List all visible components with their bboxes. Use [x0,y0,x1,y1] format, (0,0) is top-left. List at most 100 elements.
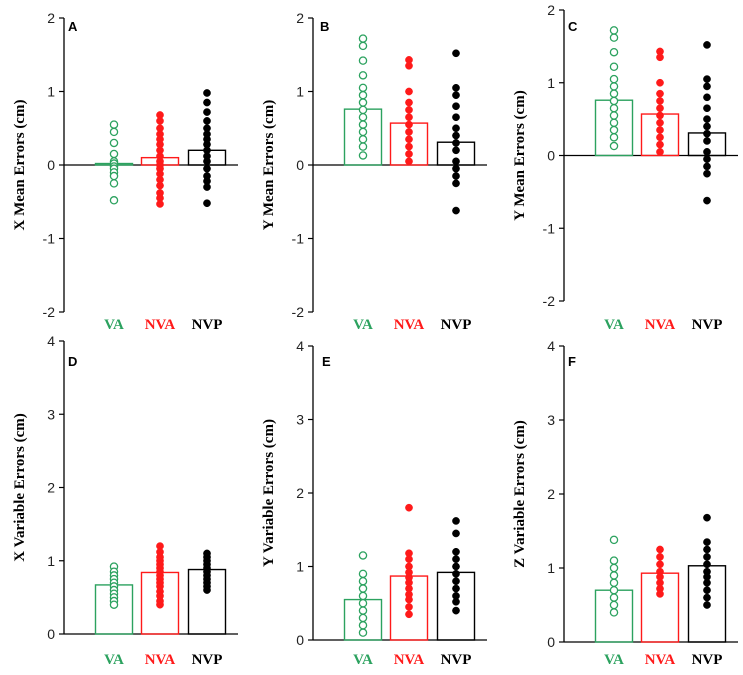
data-point-nva [656,104,664,113]
y-tick-label: 0 [547,148,555,164]
data-point-va [609,111,619,120]
data-point-va [609,535,619,545]
data-point-nvp [703,586,711,595]
data-point-nva [405,150,413,158]
data-point-va [609,133,619,142]
y-tick-label: -1 [43,231,56,247]
data-point-nvp [203,89,211,97]
panel-letter: B [320,19,329,34]
data-point-nvp [452,206,460,215]
panel-letter: A [68,19,78,34]
data-point-nvp [703,155,711,163]
data-point-nvp [203,157,211,166]
data-point-nva [405,113,413,122]
y-tick-label: 3 [296,412,304,428]
panel-e: E 0 1 2 3 4 Y Variable Errors (cm) VA NVA NVP [261,338,487,668]
data-point-nvp [703,115,711,123]
panel-f: F 0 1 2 3 4 Z Variable Errors (cm) VA NVA NVP [512,338,738,668]
data-point-nva [656,97,664,105]
data-point-nvp [703,545,711,554]
data-point-nva [405,128,413,136]
data-point-va [609,96,619,106]
data-point-va [609,103,619,113]
data-point-va [609,82,619,91]
data-point-va [358,90,368,100]
data-point-va [358,142,368,151]
data-point-nvp [703,578,711,587]
y-tick-label: -2 [43,304,56,320]
data-point-nva [405,603,413,611]
data-point-nva [405,555,413,564]
data-point-nvp [452,49,460,58]
category-label-va: VA [604,317,624,333]
panel-letter: D [68,354,77,369]
y-tick-label: 2 [296,10,304,26]
y-tick-label: 2 [547,2,555,18]
category-label-va: VA [604,652,624,668]
data-point-nvp [452,597,460,606]
data-point-va [609,62,619,71]
data-point-va [609,118,619,128]
y-tick-label: 4 [47,333,55,349]
data-point-nva [405,157,413,166]
y-tick-label: 4 [547,338,555,354]
data-point-va [609,563,619,573]
y-axis-label: Y Mean Errors (cm) [512,90,528,220]
data-point-va [358,112,368,122]
data-point-nvp [452,157,460,166]
data-point-va [358,551,368,560]
category-label-va: VA [104,317,124,333]
data-point-va [358,34,368,43]
data-point-nvp [203,98,211,107]
data-point-nva [405,120,413,129]
data-point-va [609,593,619,602]
data-point-nva [656,545,664,554]
data-point-va [109,171,119,181]
data-point-nva [405,135,413,144]
data-point-nvp [203,586,211,594]
y-tick-label: 1 [547,75,555,91]
data-point-va [609,556,619,565]
data-point-va [609,141,619,151]
data-point-nvp [703,196,711,205]
panel-b: B -2 -1 0 1 2 Y Mean Errors (cm) VA NVA NVP [261,10,487,333]
data-point-nva [405,98,413,107]
category-label-nvp: NVP [692,652,723,668]
data-point-nvp [452,131,460,140]
category-label-nva: NVA [145,317,176,333]
category-label-nva: NVA [645,652,676,668]
data-point-va [358,613,368,623]
data-point-va [358,120,368,129]
data-point-nvp [203,117,211,125]
data-point-va [358,599,368,608]
data-point-va [609,585,619,595]
data-point-nva [156,200,164,208]
data-point-nvp [703,538,711,546]
y-tick-label: 2 [47,10,55,26]
data-point-va [609,600,619,610]
data-point-nvp [703,553,711,561]
data-point-nva [405,503,413,512]
data-point-nva [656,111,664,120]
data-point-nvp [203,164,211,173]
category-label-va: VA [353,652,373,668]
y-tick-label: 2 [47,480,55,496]
data-point-nva [656,89,664,98]
y-tick-label: -1 [292,231,305,247]
data-point-va [609,47,619,57]
data-point-nvp [703,122,711,131]
data-point-nva [656,590,664,598]
data-point-va [609,89,619,98]
data-point-nva [656,53,664,62]
y-tick-label: 1 [296,84,304,100]
data-point-nvp [452,570,460,578]
y-tick-label: 2 [296,485,304,501]
y-tick-label: 1 [547,560,555,576]
data-point-va [109,196,119,205]
data-point-nvp [452,529,460,538]
y-axis-label: X Mean Errors (cm) [12,100,28,231]
y-tick-label: -1 [543,220,556,236]
y-tick-label: -2 [543,293,556,309]
data-point-nvp [203,199,211,208]
category-label-nva: NVA [645,317,676,333]
